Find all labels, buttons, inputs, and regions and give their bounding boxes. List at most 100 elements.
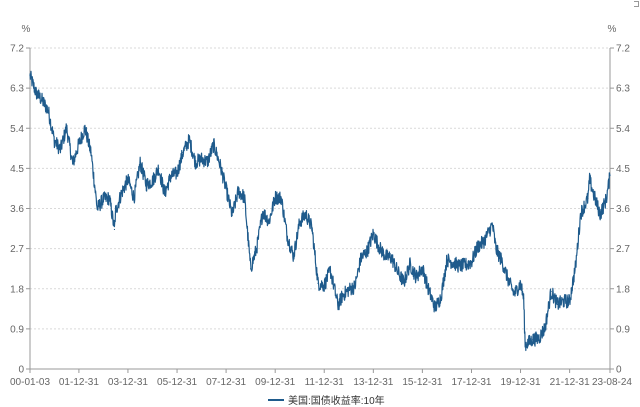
x-tick-label: 11-12-31 [305, 377, 345, 388]
data-point [213, 144, 215, 146]
data-point [550, 290, 552, 293]
data-point [207, 161, 209, 163]
data-point [580, 212, 582, 214]
data-point [250, 268, 252, 270]
data-point [29, 75, 31, 77]
data-point [415, 276, 417, 278]
data-point [354, 285, 356, 288]
data-point [121, 191, 123, 194]
y-tick-label-left: 1.8 [10, 284, 24, 295]
data-point [311, 226, 313, 228]
data-point [323, 284, 325, 286]
data-point [194, 161, 196, 163]
data-point [280, 197, 282, 199]
data-point [170, 175, 172, 177]
x-tick-label: 09-12-31 [255, 377, 295, 388]
y-tick-label-right: 2.7 [616, 244, 630, 255]
data-point [440, 297, 442, 299]
x-tick-label: 21-12-31 [550, 377, 590, 388]
data-point [391, 257, 393, 259]
data-point [305, 213, 307, 215]
data-point [342, 294, 344, 297]
data-point [182, 151, 184, 153]
y-tick-label-right: 4.5 [616, 164, 630, 175]
x-tick-label: 17-12-31 [451, 377, 491, 388]
data-point [90, 152, 92, 154]
data-point [366, 250, 368, 252]
y-tick-label-left: 6.3 [10, 84, 24, 95]
data-point [219, 163, 221, 165]
data-point [65, 127, 68, 129]
data-point [523, 297, 525, 299]
data-point [59, 149, 62, 151]
data-point [495, 248, 497, 250]
legend[interactable]: 美国:国债收益率:10年 [268, 394, 385, 407]
data-point [268, 220, 270, 223]
data-point [605, 198, 607, 200]
data-point [72, 163, 74, 165]
y-tick-label-right: 7.2 [616, 44, 630, 55]
data-point [243, 196, 246, 198]
data-point [127, 178, 129, 181]
data-point [78, 143, 80, 145]
data-point [360, 257, 362, 259]
y-tick-label-left: 0.9 [10, 324, 24, 335]
data-point [157, 167, 160, 169]
y-tick-label-left: 5.4 [10, 124, 24, 135]
series-line [29, 70, 611, 352]
data-point [176, 172, 178, 174]
data-point [501, 260, 503, 263]
y-axis-left-ticks: 0 0.9 1.8 2.7 3.6 4.5 5.4 6.3 7.2 [10, 44, 30, 376]
data-point [409, 263, 411, 265]
x-tick-label: 00-01-03 [10, 377, 50, 388]
data-point [593, 195, 595, 197]
data-point [35, 91, 37, 94]
data-point [476, 246, 479, 248]
x-tick-label: 03-12-31 [108, 377, 148, 388]
x-axis-ticks: 00-01-03 01-12-31 03-12-31 05-12-31 07-12-31… [10, 369, 632, 388]
data-point [200, 158, 203, 160]
data-point [274, 196, 276, 198]
y-tick-label-right: 6.3 [616, 84, 630, 95]
data-point [299, 221, 301, 223]
y-tick-label-left: 4.5 [10, 164, 24, 175]
data-point [231, 214, 233, 216]
data-point [532, 338, 534, 341]
data-point [538, 337, 540, 339]
data-point [237, 190, 239, 192]
data-point [588, 178, 591, 181]
data-point [102, 198, 105, 200]
y-axis-left-unit: % [22, 24, 31, 35]
data-point [133, 197, 135, 199]
y-tick-label-left: 7.2 [10, 44, 24, 55]
data-point [262, 211, 264, 213]
y-tick-label-left: 0 [18, 365, 24, 376]
data-point [524, 344, 526, 346]
data-point [384, 255, 387, 257]
data-point [599, 213, 601, 215]
data-point [507, 279, 509, 281]
data-point [544, 326, 546, 329]
data-point [575, 264, 577, 267]
data-point [53, 140, 55, 142]
data-point [96, 207, 98, 210]
data-point [337, 304, 339, 306]
y-tick-label-left: 2.7 [10, 244, 24, 255]
data-point [378, 247, 380, 249]
data-point [513, 293, 515, 295]
data-point [491, 223, 494, 226]
data-point [556, 303, 558, 305]
data-point [483, 241, 485, 243]
data-point [145, 183, 147, 186]
data-point [256, 247, 258, 249]
y-tick-label-right: 1.8 [616, 284, 630, 295]
x-tick-label: 23-08-24 [592, 377, 632, 388]
data-point [84, 127, 86, 129]
data-point [329, 269, 331, 272]
x-tick-label: 05-12-31 [157, 377, 197, 388]
y-tick-label-left: 3.6 [10, 204, 24, 215]
data-point [348, 289, 350, 291]
data-point [569, 300, 571, 302]
data-point [372, 232, 374, 235]
